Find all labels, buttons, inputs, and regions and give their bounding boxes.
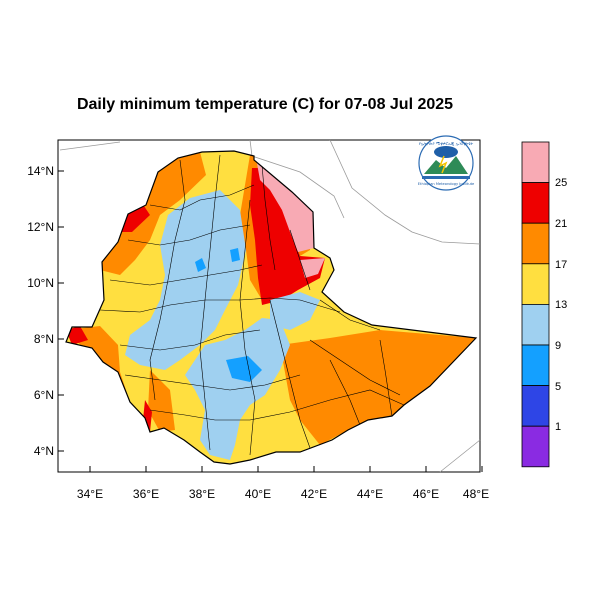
neighbor-borders [59,139,481,473]
x-tick-label: 34°E [77,487,103,501]
country-outline [65,150,478,465]
x-tick-label: 44°E [357,487,383,501]
y-tick-label: 4°N [34,444,54,458]
legend-label: 5 [555,381,561,393]
chart-title: Daily minimum temperature (C) for 07-08 … [76,96,454,113]
legend-label: 13 [555,299,567,311]
y-axis-ticks [58,170,64,452]
y-tick-label: 12°N [27,220,54,234]
legend-label: 9 [555,340,561,352]
x-tick-label: 48°E [463,487,489,501]
legend-swatch-17-21 [521,222,550,265]
x-tick-label: 46°E [413,487,439,501]
y-tick-label: 14°N [27,164,54,178]
x-tick-label: 42°E [301,487,327,501]
x-tick-label: 36°E [133,487,159,501]
x-axis-ticks [89,466,483,472]
legend-swatch-13-17 [521,263,550,305]
y-tick-label: 10°N [27,276,54,290]
legend-swatch-below-1 [521,425,550,468]
ethiopian-meteorology-institute-logo: የኢትዮጵያ ሚቲዎሮሎጂ ኢንስቲትዩት Ethiopian Meteorol… [418,135,475,191]
y-tick-label: 6°N [34,388,54,402]
logo-text-bottom: Ethiopian Meteorology Institute [418,182,475,186]
x-tick-label: 40°E [245,487,271,501]
legend-swatch-5-9 [521,344,550,386]
legend-label: 1 [555,421,561,433]
legend-label: 21 [555,218,567,230]
legend-swatch-above-25 [521,141,550,183]
y-tick-label: 8°N [34,332,54,346]
legend-label: 25 [555,177,567,189]
legend-swatch-9-13 [521,303,550,346]
legend-swatch-1-5 [521,385,550,427]
logo-text-top: የኢትዮጵያ ሚቲዎሮሎጂ ኢንስቲትዩት [419,141,474,146]
admin-boundaries [99,154,405,456]
color-legend: 25 21 17 13 9 5 1 [521,141,567,468]
legend-label: 17 [555,259,567,271]
legend-swatch-21-25 [521,182,550,224]
x-tick-label: 38°E [189,487,215,501]
